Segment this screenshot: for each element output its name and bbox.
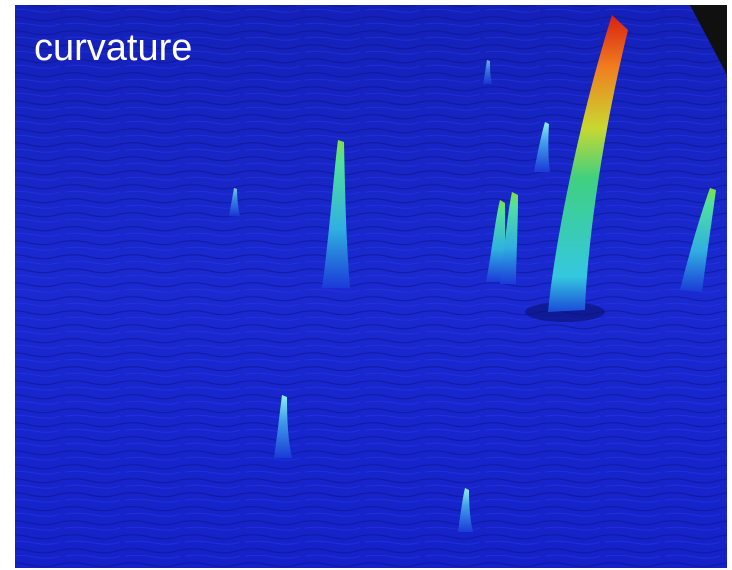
surface-texture — [15, 5, 727, 568]
page: {"label": "curvature"} — [0, 0, 732, 570]
label: curvature — [34, 27, 192, 69]
visualization: curvature — [0, 0, 732, 570]
